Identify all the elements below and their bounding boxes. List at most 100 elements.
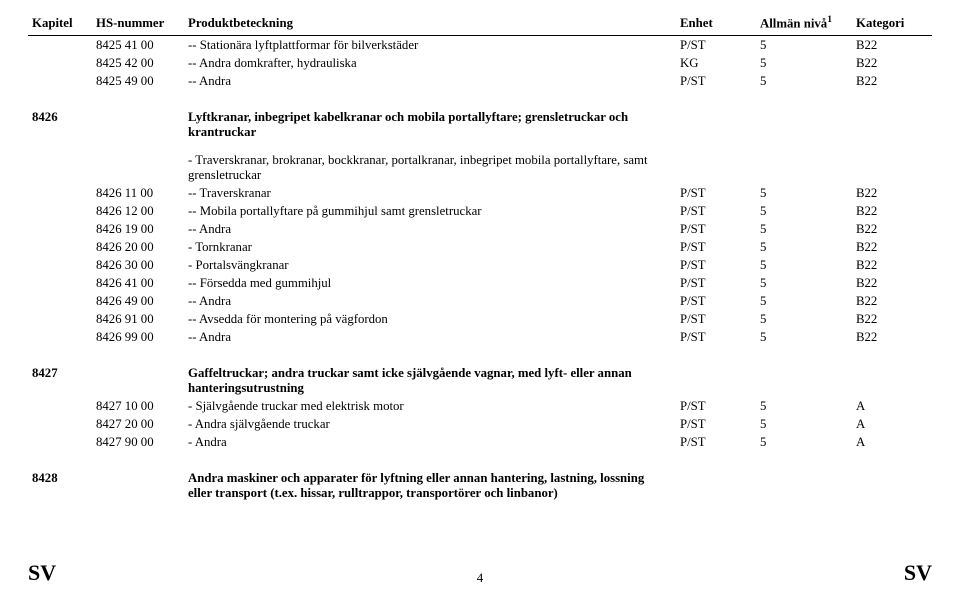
cell-cat: B22 [852, 274, 932, 292]
cell-desc: - Andra [184, 433, 676, 451]
cell-unit: P/ST [676, 397, 756, 415]
cell-cat: A [852, 415, 932, 433]
cell-unit: P/ST [676, 292, 756, 310]
col-niva-sup: 1 [827, 14, 832, 25]
chapter-title: Andra maskiner och apparater för lyftnin… [184, 469, 676, 502]
cell-hs: 8426 20 00 [92, 238, 184, 256]
cell-level: 5 [756, 310, 852, 328]
table-row: 8426 49 00 -- Andra P/ST 5 B22 [28, 292, 932, 310]
cell-level: 5 [756, 292, 852, 310]
cell-hs: 8427 20 00 [92, 415, 184, 433]
footer-right: SV [904, 560, 932, 586]
cell-desc: -- Andra [184, 328, 676, 346]
cell-unit: P/ST [676, 220, 756, 238]
cell-desc: - Portalsvängkranar [184, 256, 676, 274]
table-row: 8426 12 00 -- Mobila portallyftare på gu… [28, 202, 932, 220]
cell-level: 5 [756, 274, 852, 292]
table-row: 8425 42 00 -- Andra domkrafter, hydrauli… [28, 54, 932, 72]
cell-hs: 8425 41 00 [92, 36, 184, 55]
cell-desc: -- Andra [184, 72, 676, 90]
col-niva-text: Allmän nivå [760, 16, 827, 30]
cell-desc: -- Mobila portallyftare på gummihjul sam… [184, 202, 676, 220]
cell-hs: 8426 30 00 [92, 256, 184, 274]
cell-level: 5 [756, 238, 852, 256]
cell-desc: - Tornkranar [184, 238, 676, 256]
col-niva: Allmän nivå1 [756, 12, 852, 36]
cell-hs: 8426 11 00 [92, 184, 184, 202]
cell-cat: A [852, 397, 932, 415]
cell-cat: B22 [852, 72, 932, 90]
cell-unit: P/ST [676, 256, 756, 274]
col-produkt: Produktbeteckning [184, 12, 676, 36]
cell-level: 5 [756, 328, 852, 346]
table-row: 8426 41 00 -- Försedda med gummihjul P/S… [28, 274, 932, 292]
cell-desc: -- Andra [184, 292, 676, 310]
cell-desc: - Självgående truckar med elektrisk moto… [184, 397, 676, 415]
cell-level: 5 [756, 72, 852, 90]
cell-level: 5 [756, 220, 852, 238]
table-row: 8426 11 00 -- Traverskranar P/ST 5 B22 [28, 184, 932, 202]
cell-hs: 8427 10 00 [92, 397, 184, 415]
cell-unit: P/ST [676, 415, 756, 433]
cell-desc: -- Traverskranar [184, 184, 676, 202]
cell-unit: P/ST [676, 36, 756, 55]
cell-unit: P/ST [676, 202, 756, 220]
cell-level: 5 [756, 36, 852, 55]
group-note: - Traverskranar, brokranar, bockkranar, … [28, 151, 932, 184]
footer-left: SV [28, 560, 56, 586]
table-row: 8426 99 00 -- Andra P/ST 5 B22 [28, 328, 932, 346]
cell-cat: B22 [852, 184, 932, 202]
cell-desc: -- Försedda med gummihjul [184, 274, 676, 292]
cell-desc: -- Andra domkrafter, hydrauliska [184, 54, 676, 72]
table-row: 8426 19 00 -- Andra P/ST 5 B22 [28, 220, 932, 238]
cell-level: 5 [756, 415, 852, 433]
cell-cat: B22 [852, 54, 932, 72]
cell-hs: 8426 12 00 [92, 202, 184, 220]
group-heading: 8428 Andra maskiner och apparater för ly… [28, 469, 932, 502]
cell-level: 5 [756, 397, 852, 415]
cell-desc: -- Avsedda för montering på vägfordon [184, 310, 676, 328]
cell-desc: - Andra självgående truckar [184, 415, 676, 433]
cell-unit: P/ST [676, 184, 756, 202]
col-kategori: Kategori [852, 12, 932, 36]
cell-cat: B22 [852, 310, 932, 328]
cell-hs: 8426 91 00 [92, 310, 184, 328]
table-row: 8426 30 00 - Portalsvängkranar P/ST 5 B2… [28, 256, 932, 274]
table-header: Kapitel HS-nummer Produktbeteckning Enhe… [28, 12, 932, 36]
cell-unit: P/ST [676, 310, 756, 328]
cell-unit: KG [676, 54, 756, 72]
cell-hs: 8426 99 00 [92, 328, 184, 346]
cell-desc: -- Stationära lyftplattformar för bilver… [184, 36, 676, 55]
cell-unit: P/ST [676, 433, 756, 451]
cell-unit: P/ST [676, 328, 756, 346]
cell-level: 5 [756, 202, 852, 220]
cell-cat: A [852, 433, 932, 451]
cell-cat: B22 [852, 256, 932, 274]
chapter-code: 8427 [28, 364, 92, 397]
cell-level: 5 [756, 256, 852, 274]
footer-page: 4 [477, 570, 484, 586]
group-heading: 8427 Gaffeltruckar; andra truckar samt i… [28, 364, 932, 397]
cell-cat: B22 [852, 292, 932, 310]
group-heading: 8426 Lyftkranar, inbegripet kabelkranar … [28, 108, 932, 141]
page-footer: SV 4 SV [28, 560, 932, 586]
cell-unit: P/ST [676, 274, 756, 292]
cell-hs: 8426 41 00 [92, 274, 184, 292]
table-row: 8426 20 00 - Tornkranar P/ST 5 B22 [28, 238, 932, 256]
cell-hs: 8425 49 00 [92, 72, 184, 90]
chapter-code: 8428 [28, 469, 92, 502]
table-row: 8427 20 00 - Andra självgående truckar P… [28, 415, 932, 433]
cell-cat: B22 [852, 36, 932, 55]
cell-hs: 8425 42 00 [92, 54, 184, 72]
cell-level: 5 [756, 54, 852, 72]
cell-hs: 8427 90 00 [92, 433, 184, 451]
table-row: 8427 10 00 - Självgående truckar med ele… [28, 397, 932, 415]
cell-cat: B22 [852, 202, 932, 220]
col-enhet: Enhet [676, 12, 756, 36]
cell-hs: 8426 19 00 [92, 220, 184, 238]
cell-unit: P/ST [676, 238, 756, 256]
cell-cat: B22 [852, 238, 932, 256]
table-row: 8425 49 00 -- Andra P/ST 5 B22 [28, 72, 932, 90]
chapter-code: 8426 [28, 108, 92, 141]
chapter-title: Lyftkranar, inbegripet kabelkranar och m… [184, 108, 676, 141]
